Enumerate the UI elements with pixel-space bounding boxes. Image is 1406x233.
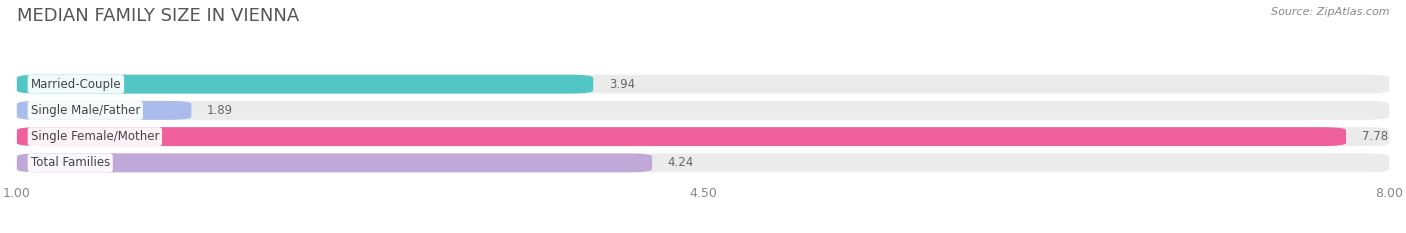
FancyBboxPatch shape xyxy=(17,153,652,172)
FancyBboxPatch shape xyxy=(17,153,1389,172)
FancyBboxPatch shape xyxy=(17,127,1389,146)
Text: Single Female/Mother: Single Female/Mother xyxy=(31,130,159,143)
Text: 7.78: 7.78 xyxy=(1361,130,1388,143)
Text: Single Male/Father: Single Male/Father xyxy=(31,104,141,117)
FancyBboxPatch shape xyxy=(17,127,1346,146)
FancyBboxPatch shape xyxy=(17,101,1389,120)
Text: MEDIAN FAMILY SIZE IN VIENNA: MEDIAN FAMILY SIZE IN VIENNA xyxy=(17,7,299,25)
Text: 4.24: 4.24 xyxy=(668,156,695,169)
Text: Total Families: Total Families xyxy=(31,156,110,169)
FancyBboxPatch shape xyxy=(17,101,191,120)
Text: Married-Couple: Married-Couple xyxy=(31,78,121,91)
Text: 1.89: 1.89 xyxy=(207,104,233,117)
Text: Source: ZipAtlas.com: Source: ZipAtlas.com xyxy=(1271,7,1389,17)
Text: 3.94: 3.94 xyxy=(609,78,636,91)
FancyBboxPatch shape xyxy=(17,75,593,94)
FancyBboxPatch shape xyxy=(17,75,1389,94)
